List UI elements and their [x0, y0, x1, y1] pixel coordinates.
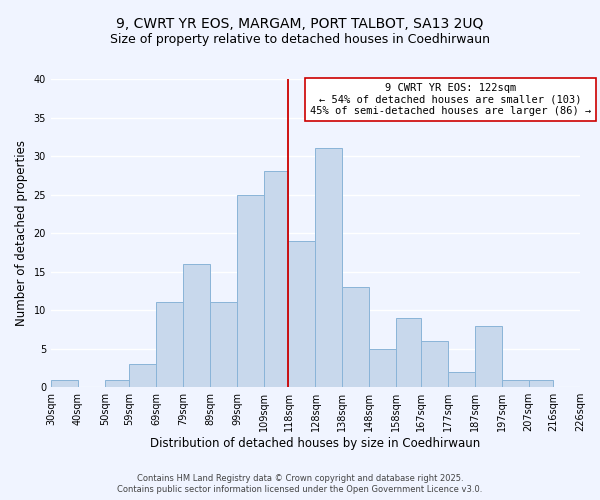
Bar	[51, 380, 78, 387]
Bar	[397, 318, 421, 387]
Bar	[529, 380, 553, 387]
Bar	[210, 302, 237, 387]
Text: 9 CWRT YR EOS: 122sqm
← 54% of detached houses are smaller (103)
45% of semi-det: 9 CWRT YR EOS: 122sqm ← 54% of detached …	[310, 83, 591, 116]
Bar	[264, 172, 289, 387]
Text: Contains HM Land Registry data © Crown copyright and database right 2025.
Contai: Contains HM Land Registry data © Crown c…	[118, 474, 482, 494]
X-axis label: Distribution of detached houses by size in Coedhirwaun: Distribution of detached houses by size …	[151, 437, 481, 450]
Text: 9, CWRT YR EOS, MARGAM, PORT TALBOT, SA13 2UQ: 9, CWRT YR EOS, MARGAM, PORT TALBOT, SA1…	[116, 18, 484, 32]
Bar	[448, 372, 475, 387]
Bar	[370, 348, 397, 387]
Bar	[156, 302, 183, 387]
Bar	[502, 380, 529, 387]
Bar	[343, 287, 370, 387]
Bar	[421, 341, 448, 387]
Bar	[237, 194, 264, 387]
Bar	[316, 148, 343, 387]
Y-axis label: Number of detached properties: Number of detached properties	[15, 140, 28, 326]
Bar	[183, 264, 210, 387]
Text: Size of property relative to detached houses in Coedhirwaun: Size of property relative to detached ho…	[110, 32, 490, 46]
Bar	[475, 326, 502, 387]
Bar	[129, 364, 156, 387]
Bar	[105, 380, 129, 387]
Bar	[289, 241, 316, 387]
